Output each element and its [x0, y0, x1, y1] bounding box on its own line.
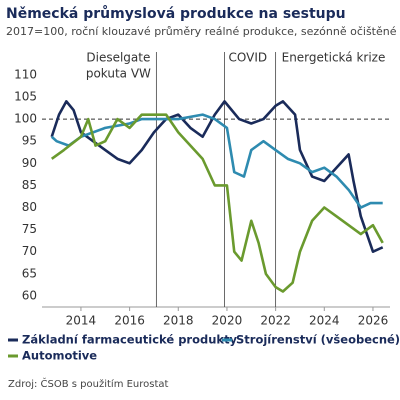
y-tick-label: 110 — [14, 67, 37, 81]
source: Zdroj: ČSOB s použitím Eurostat — [8, 377, 169, 390]
y-tick-label: 95 — [22, 134, 37, 148]
y-tick-label: 60 — [22, 288, 37, 302]
x-tick-label: 2026 — [358, 314, 389, 328]
legend-label: Základní farmaceutické produkty — [22, 333, 238, 347]
y-tick-label: 85 — [22, 178, 37, 192]
series-line — [50, 113, 383, 209]
y-tick-label: 75 — [22, 222, 37, 236]
y-tick-label: 90 — [22, 156, 37, 170]
y-tick-label: 105 — [14, 89, 37, 103]
event-label: pokuta VW — [86, 67, 151, 81]
chart-title: Německá průmyslová produkce na sestupu — [6, 5, 346, 22]
event-label: Energetická krize — [282, 51, 386, 65]
series-line — [50, 100, 384, 254]
chart-subtitle: 2017=100, roční klouzavé průměry reálné … — [6, 25, 397, 38]
y-tick-label: 80 — [22, 200, 37, 214]
x-tick-label: 2022 — [260, 314, 291, 328]
x-tick-label: 2016 — [114, 314, 145, 328]
y-tick-label: 65 — [22, 266, 37, 280]
y-tick-label: 100 — [14, 112, 37, 126]
legend-label: Automotive — [22, 349, 97, 363]
y-tick-label: 70 — [22, 244, 37, 258]
x-tick-label: 2018 — [163, 314, 194, 328]
x-tick-label: 2014 — [66, 314, 97, 328]
series-line — [50, 113, 384, 293]
x-tick-label: 2020 — [212, 314, 243, 328]
event-label: COVID — [229, 51, 268, 65]
x-tick-label: 2024 — [309, 314, 340, 328]
legend-label: Strojírenství (všeobecné) — [236, 333, 400, 347]
event-label: Dieselgate — [86, 51, 150, 65]
